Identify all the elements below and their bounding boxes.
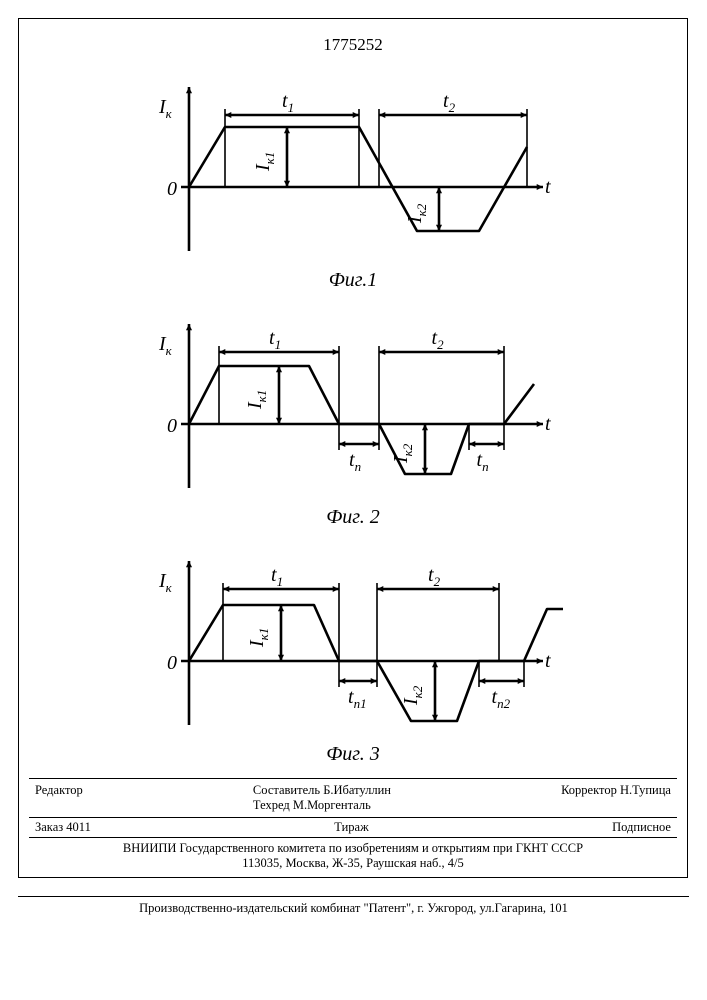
vniipi-line2: 113035, Москва, Ж-35, Раушская наб., 4/5 [33, 856, 673, 871]
page-frame: 1775252 Iкt0t1t2Iк1Iк2Фиг.1Iкt0t1t2Iк1Iк… [18, 18, 688, 878]
svg-text:t2: t2 [428, 564, 441, 589]
document-number: 1775252 [29, 35, 677, 55]
waveform-chart: Iкt0t1t2Iк1Iк2 [143, 67, 563, 267]
svg-text:Iк: Iк [158, 96, 173, 121]
publisher-block: ВНИИПИ Государственного комитета по изоб… [29, 838, 677, 877]
circulation: Тираж [334, 820, 368, 835]
svg-text:0: 0 [167, 178, 177, 200]
svg-text:0: 0 [167, 652, 177, 674]
waveform-chart: Iк t 0 t1 t2 Iк1 Iк2 tп1 tп2 [143, 541, 563, 741]
figure-caption: Фиг.1 [29, 269, 677, 292]
svg-text:tп1: tп1 [348, 686, 367, 711]
figures-container: Iкt0t1t2Iк1Iк2Фиг.1Iкt0t1t2Iк1Iк2tпtпФиг… [29, 67, 677, 766]
svg-text:Iк2: Iк2 [400, 685, 425, 706]
editor-label: Редактор [35, 783, 83, 813]
figure-caption: Фиг. 2 [29, 506, 677, 529]
svg-text:t1: t1 [271, 564, 283, 589]
svg-text:Iк1: Iк1 [252, 152, 277, 172]
svg-text:t1: t1 [282, 90, 294, 115]
vniipi-line1: ВНИИПИ Государственного комитета по изоб… [33, 841, 673, 856]
svg-text:Iк1: Iк1 [244, 390, 269, 410]
credits-block: Редактор Составитель Б.Ибатуллин Техред … [29, 778, 677, 818]
corrector: Корректор Н.Тупица [561, 783, 671, 813]
techred: Техред М.Моргенталь [253, 798, 391, 813]
svg-text:0: 0 [167, 415, 177, 437]
compiler: Составитель Б.Ибатуллин [253, 783, 391, 798]
svg-text:tп: tп [349, 449, 361, 474]
order-row: Заказ 4011 Тираж Подписное [29, 818, 677, 838]
svg-text:tп2: tп2 [492, 686, 511, 711]
svg-text:Iк: Iк [158, 333, 173, 358]
svg-text:Iк1: Iк1 [246, 628, 271, 648]
svg-text:t: t [545, 650, 551, 672]
order-number: Заказ 4011 [35, 820, 91, 835]
svg-text:Iк: Iк [158, 570, 173, 595]
svg-text:tп: tп [477, 449, 489, 474]
page-footer: Производственно-издательский комбинат "П… [18, 896, 689, 938]
svg-text:t: t [545, 413, 551, 435]
svg-text:t2: t2 [432, 327, 445, 352]
subscription: Подписное [612, 820, 671, 835]
svg-text:t: t [545, 176, 551, 198]
svg-text:t2: t2 [443, 90, 456, 115]
svg-text:t1: t1 [269, 327, 281, 352]
waveform-chart: Iкt0t1t2Iк1Iк2tпtп [143, 304, 563, 504]
figure-caption: Фиг. 3 [29, 743, 677, 766]
